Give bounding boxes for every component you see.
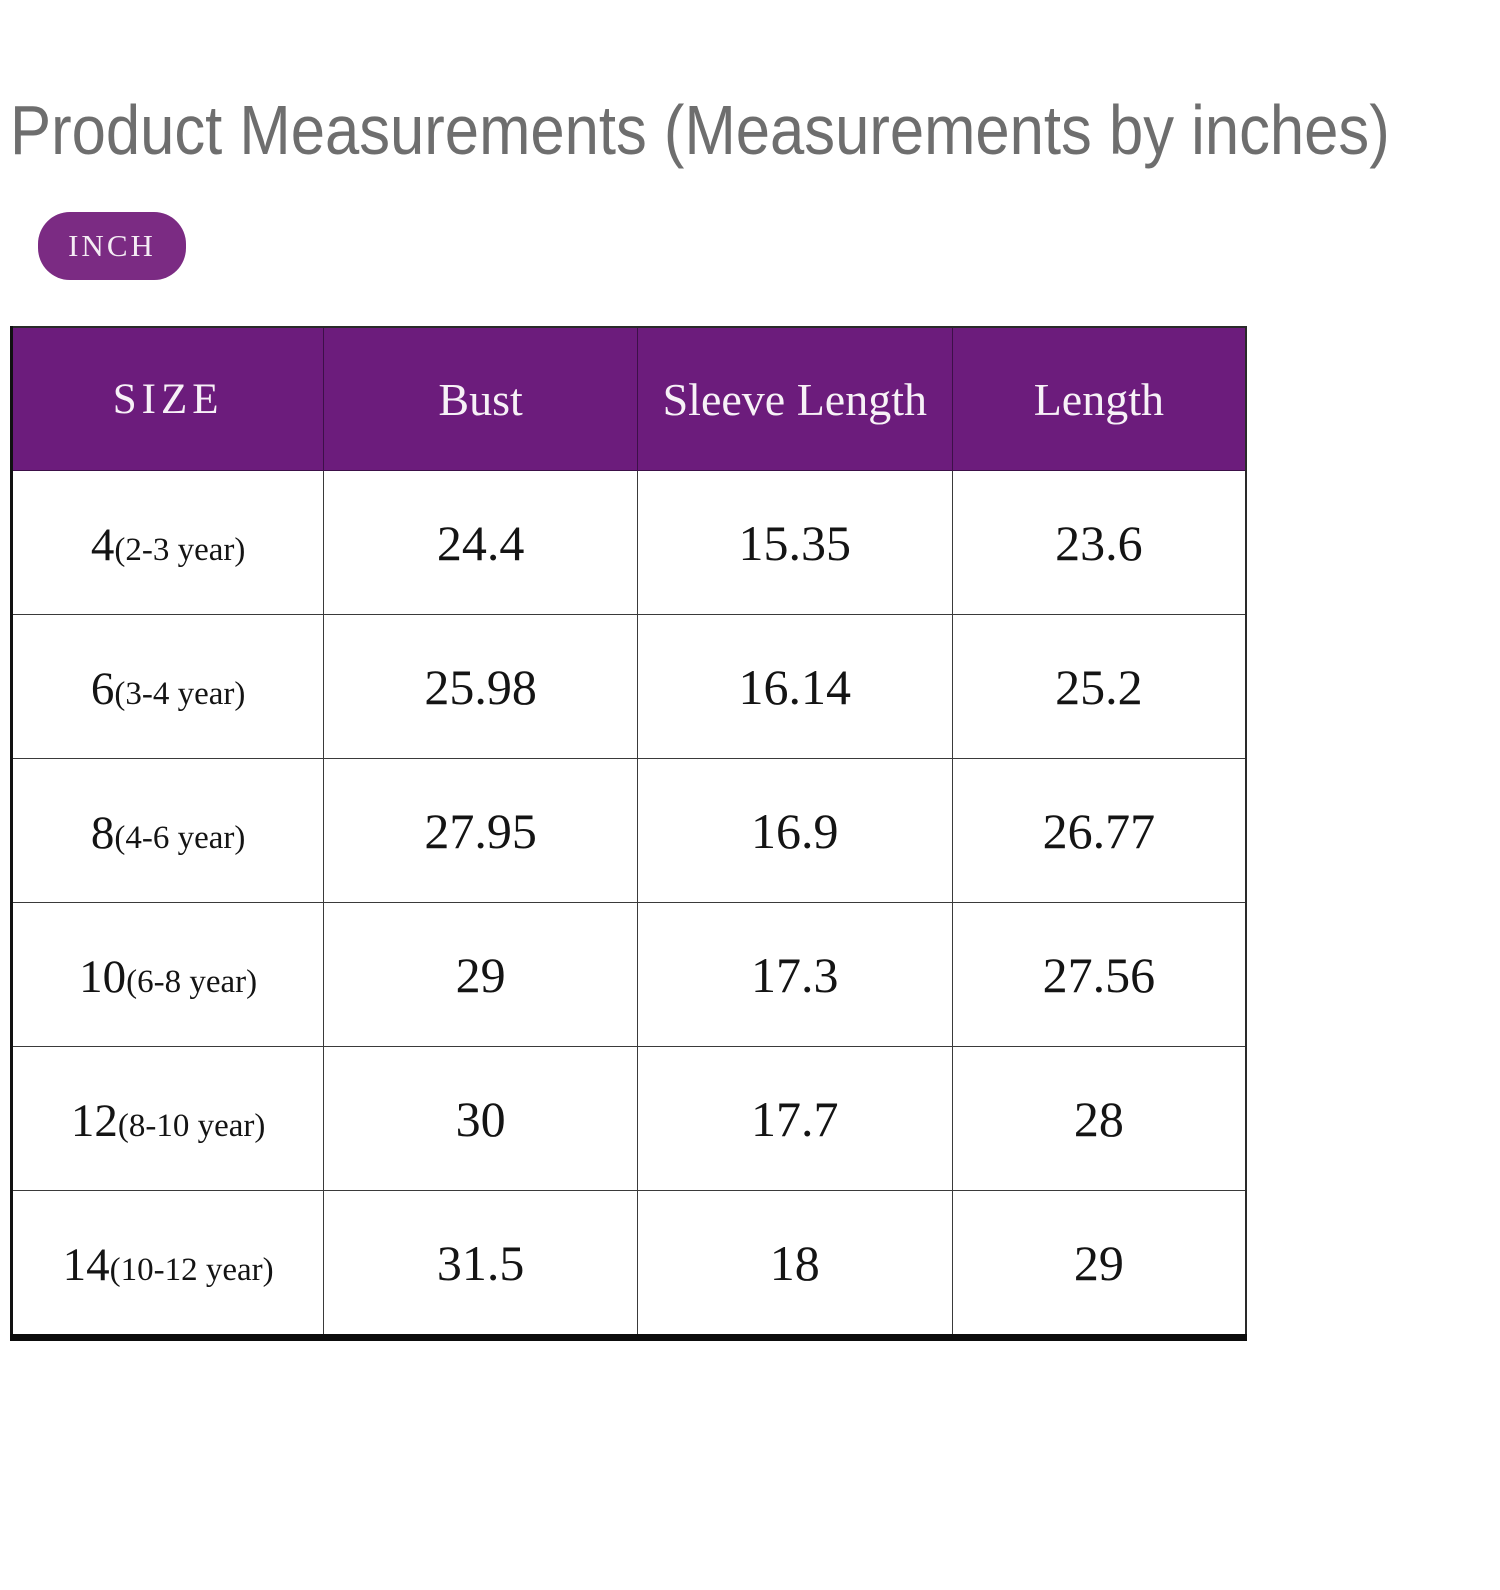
unit-toggle-inch-button[interactable]: INCH	[38, 212, 186, 280]
table-row: 12(8-10 year) 30 17.7 28	[10, 1046, 1247, 1191]
size-value: 10	[79, 950, 127, 1003]
sleeve-length-cell: 17.3	[636, 902, 953, 1047]
size-cell: 14(10-12 year)	[10, 1190, 325, 1338]
size-cell: 6(3-4 year)	[10, 614, 325, 759]
size-value: 12	[70, 1094, 118, 1147]
bust-cell: 30	[323, 1046, 638, 1191]
length-cell: 28	[951, 1046, 1247, 1191]
sleeve-length-cell: 17.7	[636, 1046, 953, 1191]
sleeve-length-cell: 15.35	[636, 470, 953, 615]
size-cell: 8(4-6 year)	[10, 758, 325, 903]
bust-cell: 25.98	[323, 614, 638, 759]
page-title: Product Measurements (Measurements by in…	[10, 91, 1390, 169]
bust-cell: 24.4	[323, 470, 638, 615]
bust-cell: 29	[323, 902, 638, 1047]
sleeve-length-cell: 16.9	[636, 758, 953, 903]
column-header-length: Length	[951, 326, 1247, 471]
size-value: 4	[90, 518, 115, 571]
table-row: 14(10-12 year) 31.5 18 29	[10, 1190, 1247, 1338]
size-chart-page: Product Measurements (Measurements by in…	[0, 90, 1500, 1590]
size-cell: 12(8-10 year)	[10, 1046, 325, 1191]
table-row: 8(4-6 year) 27.95 16.9 26.77	[10, 758, 1247, 903]
sleeve-length-cell: 16.14	[636, 614, 953, 759]
size-value: 8	[90, 806, 115, 859]
size-cell: 10(6-8 year)	[10, 902, 325, 1047]
size-age-range: (10-12 year)	[109, 1251, 274, 1288]
table-row: 4(2-3 year) 24.4 15.35 23.6	[10, 470, 1247, 615]
length-cell: 26.77	[951, 758, 1247, 903]
table-row: 10(6-8 year) 29 17.3 27.56	[10, 902, 1247, 1047]
size-age-range: (6-8 year)	[126, 963, 258, 1000]
column-header-bust: Bust	[323, 326, 638, 471]
length-cell: 27.56	[951, 902, 1247, 1047]
size-age-range: (2-3 year)	[114, 531, 246, 568]
bust-cell: 31.5	[323, 1190, 638, 1338]
size-chart-table: SIZE Bust Sleeve Length Length 4(2-3 yea…	[10, 326, 1247, 1341]
size-age-range: (8-10 year)	[117, 1107, 266, 1144]
header-row: SIZE Bust Sleeve Length Length	[10, 326, 1247, 471]
size-cell: 4(2-3 year)	[10, 470, 325, 615]
length-cell: 23.6	[951, 470, 1247, 615]
length-cell: 29	[951, 1190, 1247, 1338]
size-age-range: (4-6 year)	[114, 819, 246, 856]
size-value: 14	[62, 1238, 110, 1291]
bust-cell: 27.95	[323, 758, 638, 903]
column-header-size: SIZE	[10, 326, 325, 471]
size-age-range: (3-4 year)	[114, 675, 246, 712]
table-row: 6(3-4 year) 25.98 16.14 25.2	[10, 614, 1247, 759]
length-cell: 25.2	[951, 614, 1247, 759]
sleeve-length-cell: 18	[636, 1190, 953, 1338]
size-value: 6	[90, 662, 115, 715]
column-header-sleeve-length: Sleeve Length	[636, 326, 953, 471]
